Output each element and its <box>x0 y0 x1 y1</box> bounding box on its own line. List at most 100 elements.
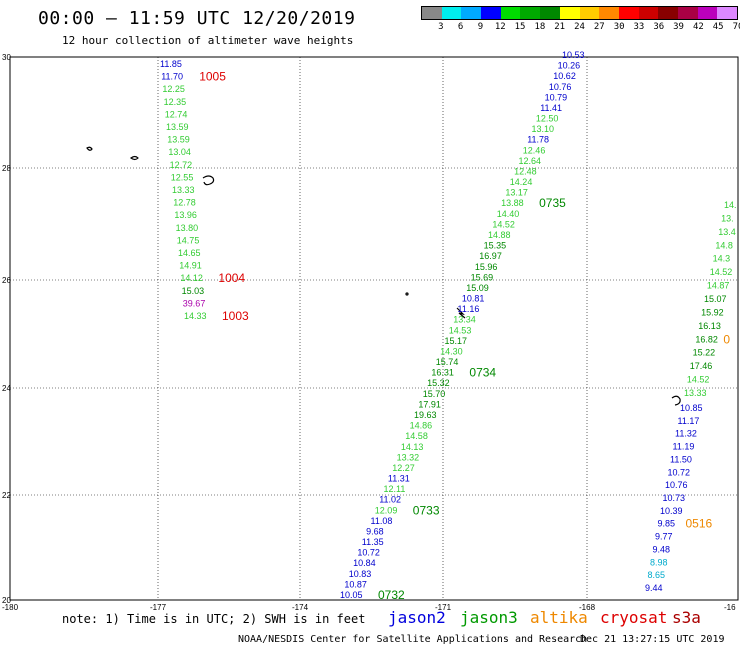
latitude-tick-label: 28 <box>2 164 11 173</box>
wave-height-label: 14.3 <box>713 254 731 264</box>
wave-height-label: 13.10 <box>532 124 555 134</box>
color-scale-cell <box>422 7 442 19</box>
color-scale-label: 12 <box>494 22 506 32</box>
latitude-tick-label: 20 <box>2 596 11 605</box>
wave-height-label: 15.92 <box>701 307 724 317</box>
page-subtitle: 12 hour collection of altimeter wave hei… <box>62 34 354 47</box>
pass-time-label: 0516 <box>686 517 713 531</box>
track-west: 11.85 11.70 12.25 12.35 12.74 13.59 13.59 13.04… <box>160 59 249 323</box>
wave-height-label: 14.58 <box>405 431 428 441</box>
track-central: 10.5310.2610.6210.7610.7911.4112.5013.10… <box>340 50 585 602</box>
wave-height-label: 12.72 <box>170 160 193 170</box>
map-frame <box>9 56 739 601</box>
color-scale-label: 45 <box>712 22 724 32</box>
timestamp: Dec 21 13:27:15 UTC 2019 <box>580 634 725 645</box>
color-scale-cell <box>658 7 678 19</box>
wave-height-label: 12.55 <box>171 172 194 182</box>
wave-height-label: 11.19 <box>673 442 695 452</box>
color-scale-cell <box>500 7 521 19</box>
wave-height-label: 11.17 <box>678 416 700 426</box>
color-scale-label: 24 <box>574 22 585 32</box>
wave-height-label: 14.24 <box>510 177 533 187</box>
color-scale-label: 42 <box>692 22 704 32</box>
wave-height-label: 14.53 <box>449 325 472 335</box>
wave-height-label: 14.65 <box>178 248 201 258</box>
latitude-tick-label: 24 <box>2 384 11 393</box>
wave-height-label: 9.85 <box>658 519 676 529</box>
wave-height-label: 10.39 <box>660 506 683 516</box>
wave-height-label: 10.79 <box>545 92 568 102</box>
color-scale-label: 9 <box>477 22 484 32</box>
wave-height-label: 11.50 <box>670 454 692 464</box>
wave-height-label: 15.70 <box>423 389 446 399</box>
wave-height-label: 12.46 <box>523 145 546 155</box>
color-scale-label: 27 <box>593 22 605 32</box>
track-east-upper: 14. 13. 13.4 14.8 14.3 14.52 14.87 15.07 15.92 16… <box>684 200 737 398</box>
pass-time-label: 0733 <box>413 503 440 517</box>
color-scale-cell <box>618 7 639 19</box>
pass-time-label: 0735 <box>539 196 566 210</box>
wave-height-label: 12.64 <box>519 156 542 166</box>
wave-height-label: 10.83 <box>349 569 372 579</box>
wave-height-label: 13.33 <box>172 185 195 195</box>
latitude-tick-label: 22 <box>2 491 11 500</box>
pass-time-label: 0732 <box>378 588 405 602</box>
wave-height-label: 11.02 <box>379 495 401 505</box>
wave-height-label: 12.74 <box>165 109 188 119</box>
color-scale-cell <box>481 7 501 19</box>
wave-height-label: 12.78 <box>173 198 196 208</box>
longitude-tick-label: -16 <box>724 603 736 612</box>
legend-entry-s3a: s3a <box>672 608 701 627</box>
footer-note: note: 1) Time is in UTC; 2) SWH is in fe… <box>62 612 366 626</box>
pass-time-label: 1004 <box>218 271 245 285</box>
color-scale-cell <box>441 7 462 19</box>
wave-height-label: 15.03 <box>182 286 205 296</box>
island-shape <box>671 395 681 406</box>
wave-height-label: 12.35 <box>164 97 187 107</box>
coastlines <box>86 146 681 406</box>
wave-height-label: 14.12 <box>180 273 203 283</box>
longitude-tick-label: -168 <box>579 603 596 612</box>
wave-height-label: 15.07 <box>704 294 727 304</box>
wave-height-label: 10.85 <box>680 403 703 413</box>
wave-height-label: 14.13 <box>401 442 424 452</box>
color-scale-label: 30 <box>613 22 625 32</box>
color-scale-label: 70 <box>732 22 740 32</box>
wave-height-label: 17.91 <box>418 399 441 409</box>
pass-time-label: 1005 <box>199 70 226 84</box>
wave-height-label: 10.76 <box>549 82 572 92</box>
wave-height-label: 15.96 <box>475 262 498 272</box>
wave-height-label: 16.97 <box>479 251 502 261</box>
color-scale-bar <box>421 6 738 20</box>
color-scale-label: 3 <box>438 22 444 32</box>
island-shape <box>129 155 139 161</box>
wave-height-label: 14. <box>724 200 737 210</box>
color-scale-labels: 36912151821242730333639424570(ft) <box>421 22 740 34</box>
wave-height-label: 11.16 <box>458 304 480 314</box>
wave-height-label: 14.30 <box>440 347 463 357</box>
wave-height-label: 13.04 <box>168 147 191 157</box>
wave-height-label: 10.73 <box>663 493 686 503</box>
wave-height-label: 14.52 <box>492 219 515 229</box>
wave-height-label: 17.46 <box>690 361 713 371</box>
wave-height-label: 11.85 <box>160 59 182 69</box>
wave-height-label: 14.87 <box>707 281 730 291</box>
wave-height-label: 10.05 <box>340 590 363 600</box>
wave-height-label: 39.67 <box>183 298 206 308</box>
wave-height-label: 10.81 <box>462 294 485 304</box>
longitude-tick-label: -180 <box>2 603 19 612</box>
map-grid <box>10 57 738 600</box>
wave-height-label: 9.48 <box>653 544 671 554</box>
wave-height-label: 11.35 <box>362 537 384 547</box>
wave-height-label: 15.32 <box>427 378 450 388</box>
wave-height-label: 9.44 <box>645 583 663 593</box>
latitude-tick-label: 30 <box>2 53 11 62</box>
wave-height-label: 11.41 <box>540 103 562 113</box>
wave-height-label: 19.63 <box>414 410 437 420</box>
wave-height-label: 12.25 <box>162 84 185 94</box>
wave-height-label: 13.34 <box>453 315 476 325</box>
wave-height-label: 11.08 <box>371 516 393 526</box>
wave-height-label: 12.11 <box>384 484 406 494</box>
credit-text: NOAA/NESDIS Center for Satellite Applica… <box>238 634 588 645</box>
wave-height-label: 14.52 <box>687 375 710 385</box>
